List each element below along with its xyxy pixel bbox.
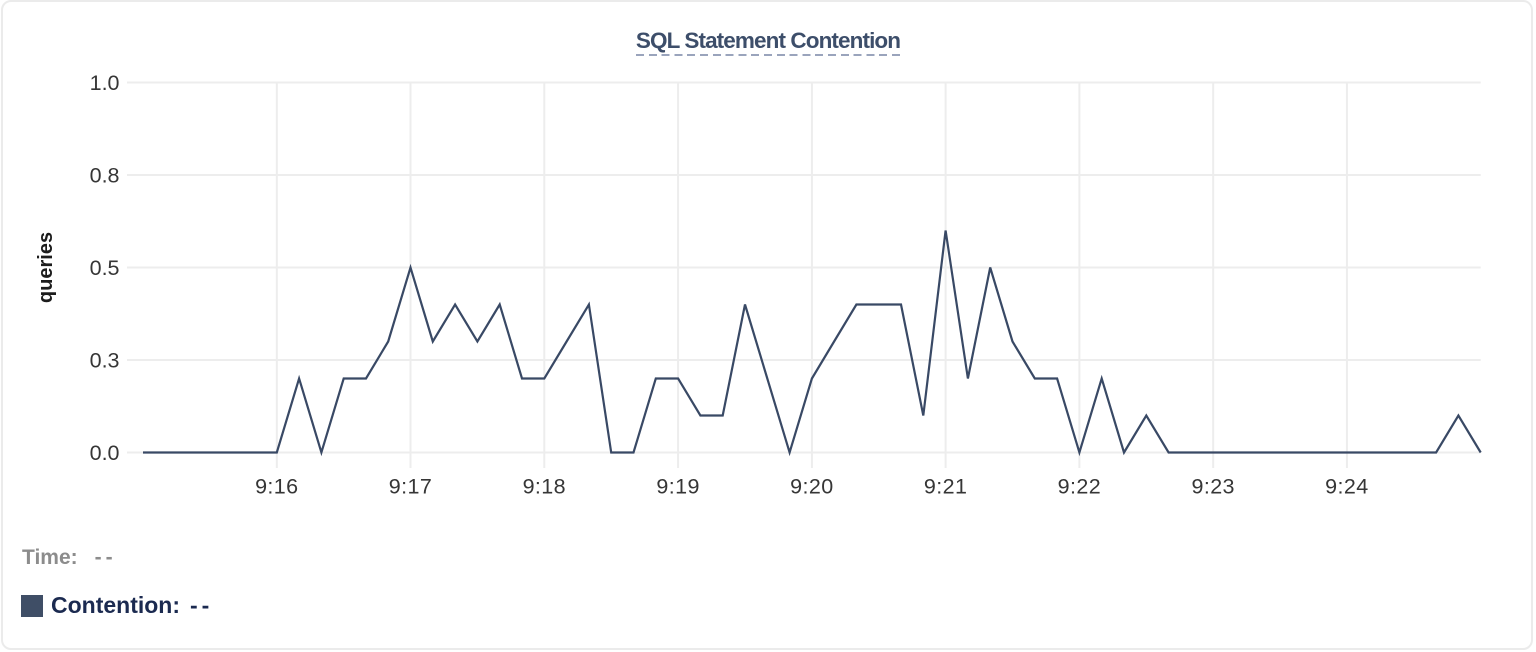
svg-text:9:19: 9:19: [656, 475, 699, 499]
svg-text:9:18: 9:18: [523, 475, 566, 499]
svg-text:9:20: 9:20: [790, 475, 833, 499]
svg-text:9:22: 9:22: [1058, 475, 1101, 499]
svg-text:9:24: 9:24: [1325, 475, 1368, 499]
svg-text:0.8: 0.8: [90, 164, 120, 188]
svg-text:9:17: 9:17: [389, 475, 432, 499]
svg-text:0.3: 0.3: [90, 349, 120, 373]
svg-text:9:21: 9:21: [924, 475, 967, 499]
svg-text:queries: queries: [35, 232, 57, 303]
svg-text:0.0: 0.0: [90, 441, 120, 465]
svg-text:0.5: 0.5: [90, 256, 120, 280]
svg-text:1.0: 1.0: [90, 71, 120, 95]
svg-text:9:16: 9:16: [255, 475, 298, 499]
svg-text:9:23: 9:23: [1191, 475, 1234, 499]
